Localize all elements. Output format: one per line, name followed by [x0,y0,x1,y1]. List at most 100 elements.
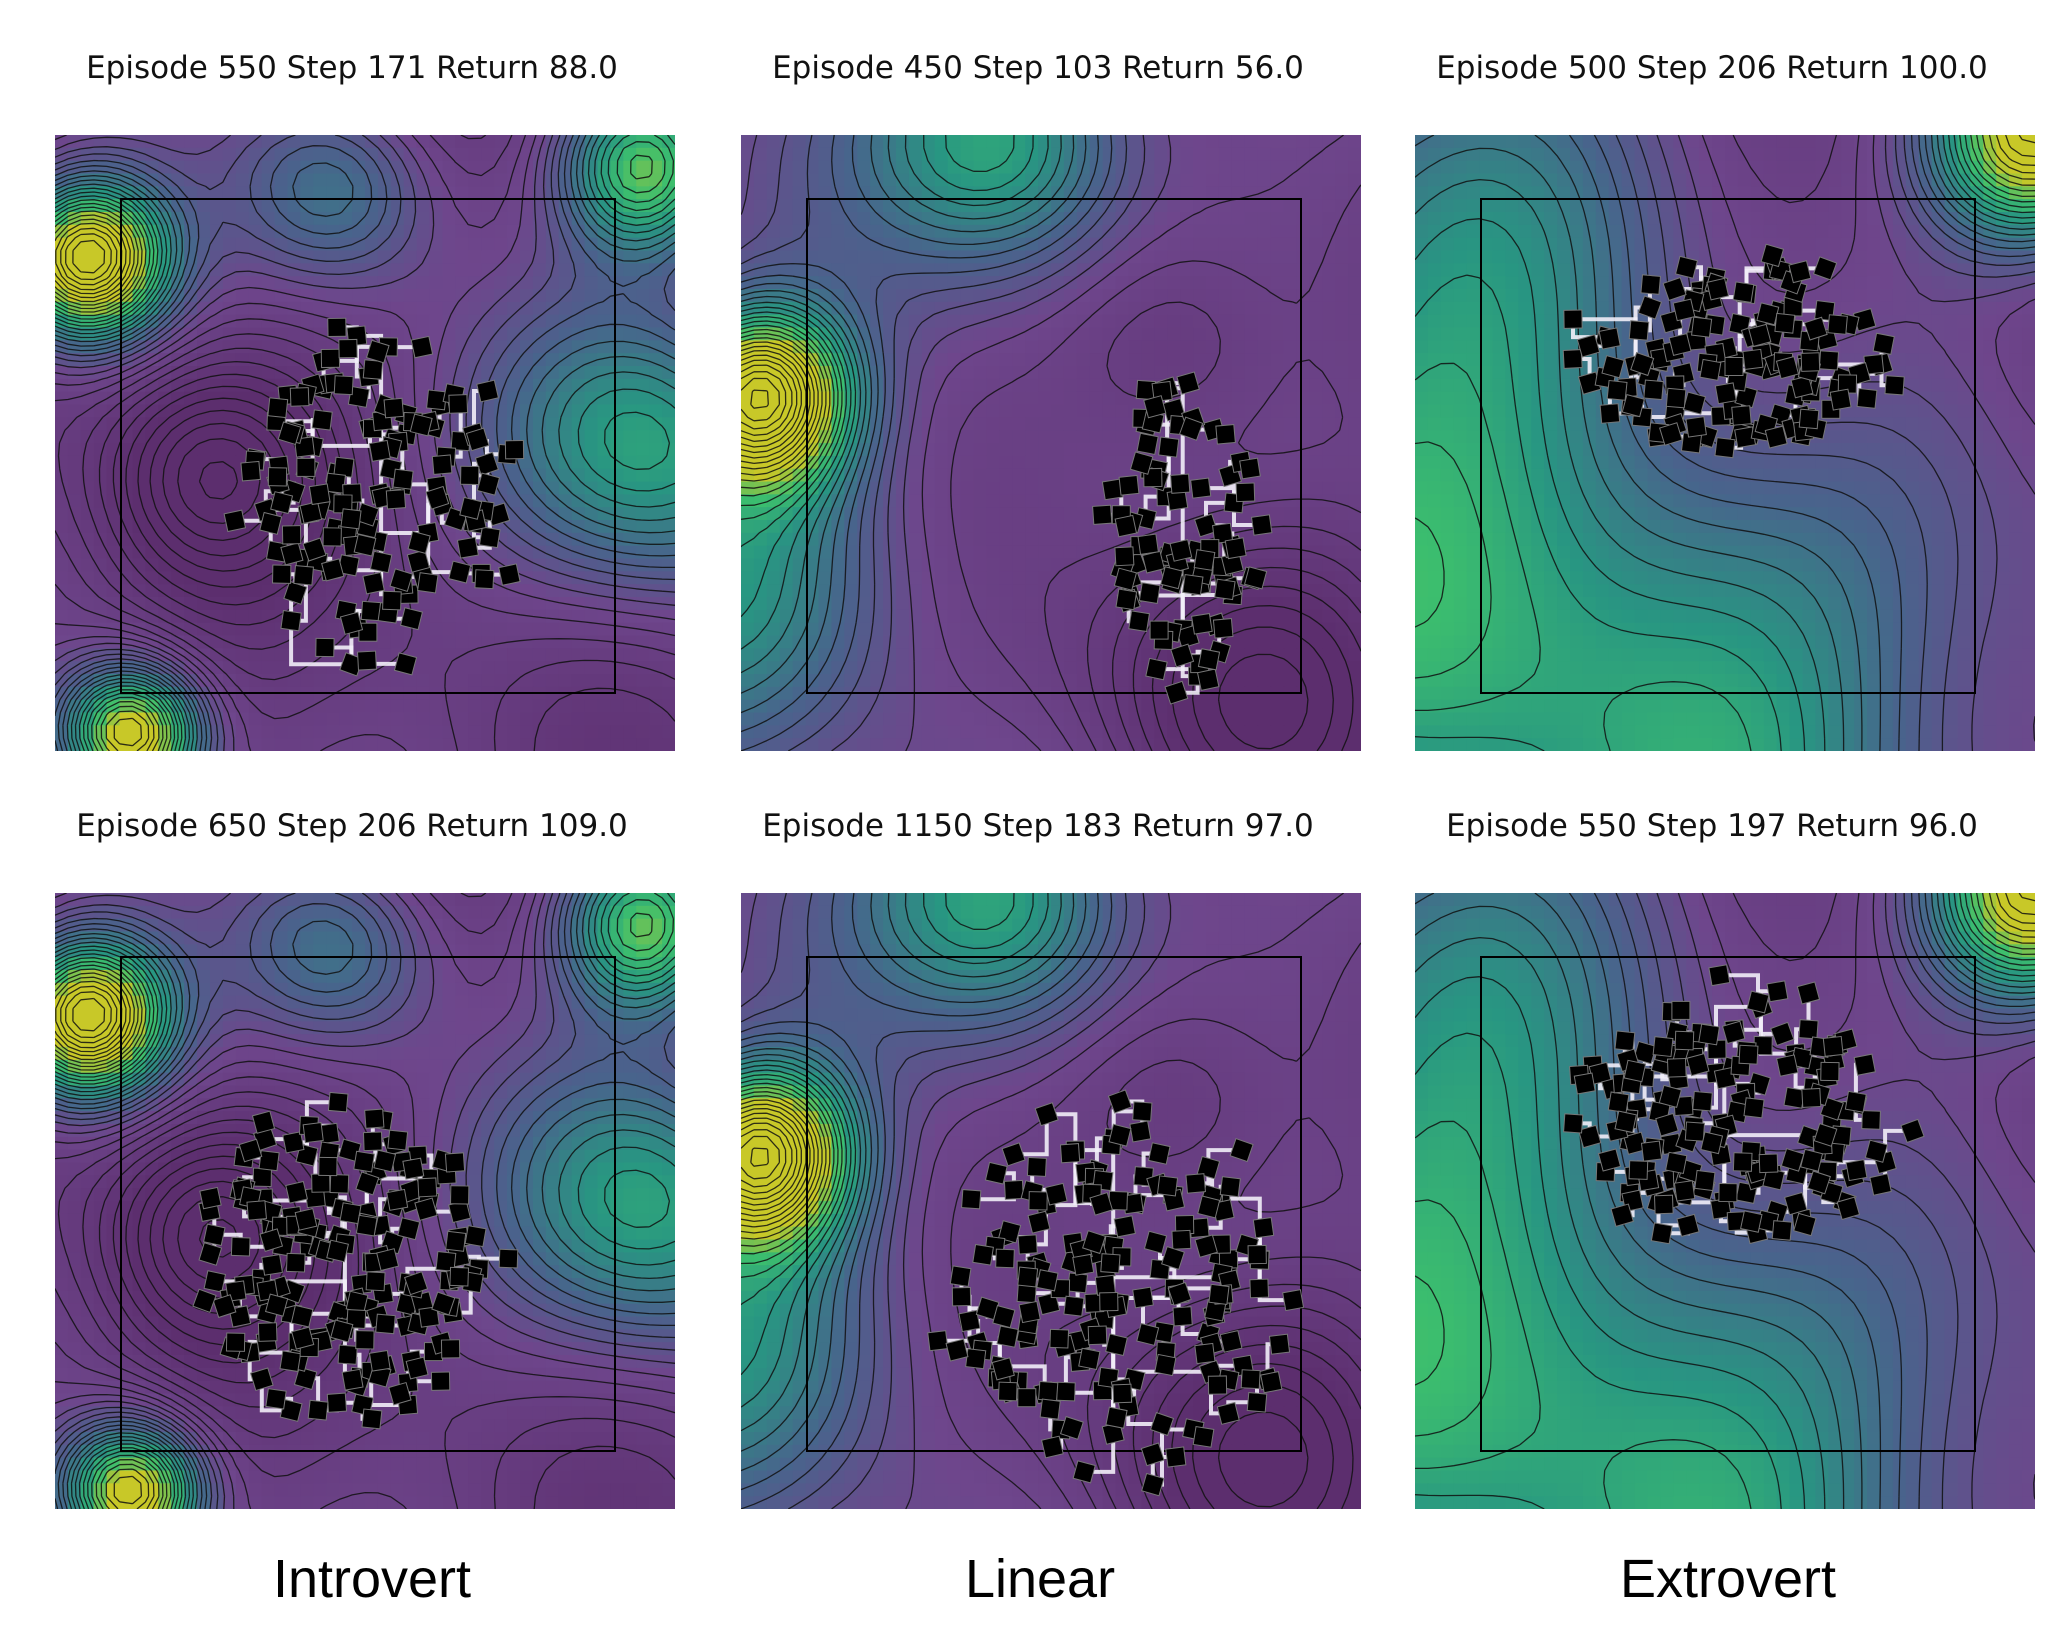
agent-square [1170,643,1195,668]
agent-square [1034,1102,1059,1127]
panel-title-4: Episode 650 Step 206 Return 109.0 [76,808,628,844]
agent-square [995,1248,1015,1269]
agent-square [293,1366,318,1391]
agent-square [302,1122,324,1144]
agent-square [365,339,390,364]
agent-square [1803,316,1828,341]
agent-square [1869,1173,1892,1196]
agent-square [1239,457,1261,480]
agent-square [392,468,414,490]
agent-square [1215,424,1236,445]
agent-square [1807,1170,1831,1195]
agent-square [460,465,480,486]
agent-square [498,1248,519,1269]
agent-square [1668,332,1692,357]
agent-square [1673,1180,1696,1202]
agent-square [951,1287,972,1307]
agent-square [414,1197,438,1221]
agent-square [1658,1084,1682,1109]
agent-square [1724,357,1744,376]
agent-square [249,1367,274,1392]
agent-square [1576,334,1601,358]
agent-square [203,1223,226,1247]
agent-square [1141,1472,1165,1497]
agent-square [1170,473,1191,494]
panel-title-5: Episode 1150 Step 183 Return 97.0 [762,808,1314,844]
agent-square [280,609,302,632]
agent-square [1822,1035,1844,1057]
agent-square [478,526,501,549]
agent-square [476,472,501,496]
agent-square [1770,1021,1795,1047]
agent-square [991,1357,1015,1381]
agent-square [1143,1230,1168,1254]
agent-square [1800,1148,1824,1172]
heatmap-panel-5 [741,893,1361,1509]
agent-square [1813,1122,1838,1147]
contour-lines [1415,893,2035,1509]
agent-squares [927,1089,1305,1497]
agent-square [1793,1212,1817,1237]
agent-square [1037,1292,1061,1316]
agent-square [1732,1152,1753,1172]
agent-square [353,533,377,557]
agent-square [1114,514,1138,538]
agent-square [1161,1246,1185,1270]
agent-square [375,1313,396,1335]
agent-square [1282,1289,1305,1312]
agent-square [1149,1411,1175,1437]
agent-square [1100,1253,1121,1274]
agent-square [1721,1020,1746,1045]
agent-square [341,1368,364,1391]
agent-square [972,1243,994,1266]
agent-square [431,1291,456,1316]
agent-square [1598,327,1621,350]
agent-square [456,536,479,559]
agent-square [1708,964,1731,987]
agent-square [1185,1173,1206,1194]
agent-square [1836,1196,1861,1221]
agent-square [1165,1446,1187,1468]
agent-square [1212,522,1234,544]
agent-square [997,1381,1018,1402]
agent-square [251,1110,276,1134]
agent-square [299,501,323,524]
agent-square [1573,1072,1596,1095]
agent-square [1208,1283,1230,1305]
agent-square [326,1239,349,1263]
agent-square [281,525,302,545]
agent-square [267,397,289,419]
agent-square [1113,567,1138,591]
agent-square [1699,358,1722,381]
agent-square [1194,1234,1218,1258]
agent-square [1771,1220,1793,1241]
agent-square [296,457,316,477]
agent-square [1637,295,1663,320]
agent-square [1742,348,1764,370]
agent-square [1738,1044,1759,1065]
agent-square [1796,981,1821,1005]
agent-square [1143,395,1167,419]
agent-square [389,568,414,592]
agent-square [1044,1182,1068,1206]
agent-square [1049,1328,1070,1349]
agent-square [1801,1087,1822,1108]
agent-square [448,560,472,584]
agent-square [1214,578,1236,601]
agent-square [340,508,362,530]
agent-square [339,611,364,635]
agent-square [1167,1281,1192,1306]
agent-square [203,1270,227,1293]
agent-square [1191,612,1213,635]
agent-square [1001,1142,1026,1167]
panel-title-6: Episode 550 Step 197 Return 96.0 [1446,808,1978,844]
agent-square [474,569,495,590]
agent-square [1243,566,1268,590]
agent-square [1229,1138,1254,1163]
agent-square [1563,309,1583,329]
agent-square [386,1188,409,1211]
agent-square [1884,375,1905,396]
agent-square [1148,1142,1171,1165]
agent-square [272,564,292,584]
agent-square [1249,1278,1270,1299]
